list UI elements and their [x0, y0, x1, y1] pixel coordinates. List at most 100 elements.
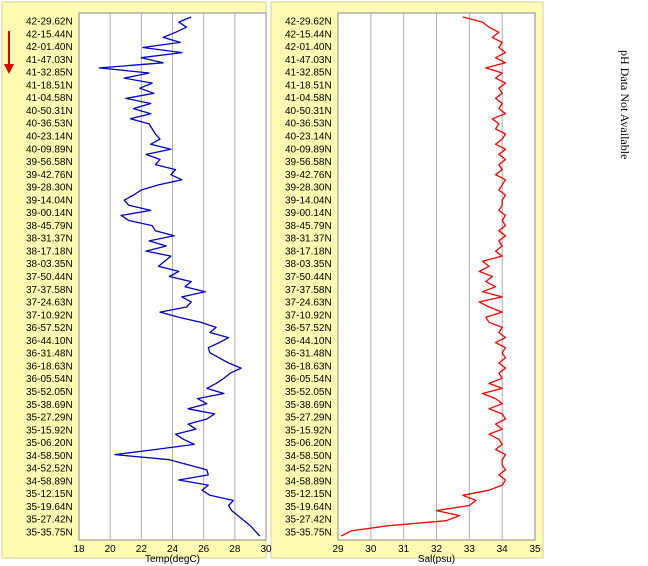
temp-x-axis-label: Temp(degC) [145, 554, 200, 565]
sal-x-tick-label: 29 [332, 544, 344, 555]
salinity-chart: 29 30 31 32 33 34 35 Sal(psu) 42-29.62N42-15.44N… [285, 12, 541, 565]
sal-station-label: 35-06.20N [285, 438, 332, 449]
sal-station-label: 41-18.51N [285, 80, 332, 91]
sal-x-tick-label: 34 [497, 544, 509, 555]
sal-station-label: 42-15.44N [285, 29, 332, 40]
temp-station-label: 40-50.31N [26, 106, 73, 117]
sal-station-label: 40-36.53N [285, 119, 332, 130]
sal-station-label: 41-04.58N [285, 93, 332, 104]
sal-x-axis-label: Sal(psu) [418, 554, 455, 565]
temp-station-label: 39-42.76N [26, 170, 73, 181]
sal-station-label: 36-18.63N [285, 361, 332, 372]
temp-station-label: 40-09.89N [26, 144, 73, 155]
temp-station-label: 41-18.51N [26, 80, 73, 91]
temp-station-label: 41-32.85N [26, 68, 73, 79]
temp-station-label: 36-31.48N [26, 349, 73, 360]
temp-station-label: 37-50.44N [26, 272, 73, 283]
temp-station-label: 36-44.10N [26, 336, 73, 347]
temp-x-tick-label: 18 [73, 544, 85, 555]
sal-x-tick-label: 35 [529, 544, 541, 555]
sal-station-label: 35-15.92N [285, 425, 332, 436]
sal-x-tick-label: 30 [365, 544, 377, 555]
temp-station-label: 35-19.64N [26, 502, 73, 513]
temp-station-label: 36-57.52N [26, 323, 73, 334]
sal-station-label: 34-52.52N [285, 464, 332, 475]
temp-station-label: 41-04.58N [26, 93, 73, 104]
temp-series-line [98, 16, 261, 537]
sal-station-label: 37-10.92N [285, 310, 332, 321]
down-arrow-icon [4, 31, 14, 74]
sal-station-label: 36-44.10N [285, 336, 332, 347]
sal-station-label: 36-05.54N [285, 374, 332, 385]
temp-station-label: 39-56.58N [26, 157, 73, 168]
sal-station-label: 37-24.63N [285, 298, 332, 309]
sal-station-label: 36-31.48N [285, 349, 332, 360]
temp-station-label: 39-14.04N [26, 195, 73, 206]
ph-unavailable-text: pH Data Not Available [618, 50, 632, 160]
sal-station-label: 35-19.64N [285, 502, 332, 513]
sal-station-label: 39-00.14N [285, 208, 332, 219]
sal-station-label: 37-50.44N [285, 272, 332, 283]
temp-station-label: 35-52.05N [26, 387, 73, 398]
sal-x-tick-label: 32 [431, 544, 443, 555]
temp-station-label: 36-05.54N [26, 374, 73, 385]
sal-station-label: 38-31.37N [285, 234, 332, 245]
sal-station-label: 36-57.52N [285, 323, 332, 334]
temp-station-label: 37-24.63N [26, 298, 73, 309]
temp-station-label: 35-06.20N [26, 438, 73, 449]
temp-station-label: 34-58.89N [26, 476, 73, 487]
sal-station-label: 40-23.14N [285, 131, 332, 142]
temp-x-tick-label: 20 [105, 544, 117, 555]
temp-station-label: 35-35.75N [26, 528, 73, 539]
sal-station-label: 41-32.85N [285, 68, 332, 79]
sal-station-label: 37-37.58N [285, 285, 332, 296]
temp-station-label: 40-36.53N [26, 119, 73, 130]
sal-station-label: 35-35.75N [285, 528, 332, 539]
temp-station-label: 37-10.92N [26, 310, 73, 321]
sal-station-label: 35-27.42N [285, 515, 332, 526]
temp-station-label: 38-31.37N [26, 234, 73, 245]
temp-x-tick-label: 26 [198, 544, 210, 555]
sal-station-label: 35-12.15N [285, 489, 332, 500]
sal-station-label: 40-09.89N [285, 144, 332, 155]
sal-station-label: 41-47.03N [285, 55, 332, 66]
temp-station-label: 38-03.35N [26, 259, 73, 270]
sal-station-label: 40-50.31N [285, 106, 332, 117]
sal-station-label: 35-52.05N [285, 387, 332, 398]
temp-station-label: 42-01.40N [26, 42, 73, 53]
sal-station-label: 42-01.40N [285, 42, 332, 53]
sal-station-label: 39-14.04N [285, 195, 332, 206]
temp-station-label: 42-15.44N [26, 29, 73, 40]
temp-station-label: 38-17.18N [26, 246, 73, 257]
temp-station-label: 42-29.62N [26, 17, 73, 28]
temp-x-tick-label: 22 [136, 544, 148, 555]
sal-x-tick-label: 33 [464, 544, 476, 555]
sal-station-label: 39-56.58N [285, 157, 332, 168]
sal-station-label: 38-17.18N [285, 246, 332, 257]
temp-x-tick-label: 28 [229, 544, 241, 555]
temp-x-tick-label: 30 [260, 544, 272, 555]
sal-station-label: 35-38.69N [285, 400, 332, 411]
sal-station-label: 35-27.29N [285, 413, 332, 424]
sal-station-label: 39-28.30N [285, 183, 332, 194]
temp-station-label: 35-27.42N [26, 515, 73, 526]
sal-station-label: 34-58.50N [285, 451, 332, 462]
temp-station-label: 35-15.92N [26, 425, 73, 436]
temp-x-tick-label: 24 [167, 544, 179, 555]
sal-station-label: 42-29.62N [285, 17, 332, 28]
temp-station-label: 35-38.69N [26, 400, 73, 411]
temp-station-label: 41-47.03N [26, 55, 73, 66]
temp-station-label: 38-45.79N [26, 221, 73, 232]
sal-station-label: 34-58.89N [285, 476, 332, 487]
temp-station-label: 35-27.29N [26, 413, 73, 424]
sal-station-label: 39-42.76N [285, 170, 332, 181]
sal-station-label: 38-03.35N [285, 259, 332, 270]
temp-station-label: 37-37.58N [26, 285, 73, 296]
temperature-chart: 18 20 22 24 26 28 30 Temp(degC) 42-29.62N42-15.4… [26, 12, 272, 565]
ph-unavailable-note: pH Data Not Available [618, 50, 642, 210]
temp-station-label: 36-18.63N [26, 361, 73, 372]
temp-station-label: 34-52.52N [26, 464, 73, 475]
sal-x-tick-label: 31 [398, 544, 410, 555]
temp-station-label: 40-23.14N [26, 131, 73, 142]
